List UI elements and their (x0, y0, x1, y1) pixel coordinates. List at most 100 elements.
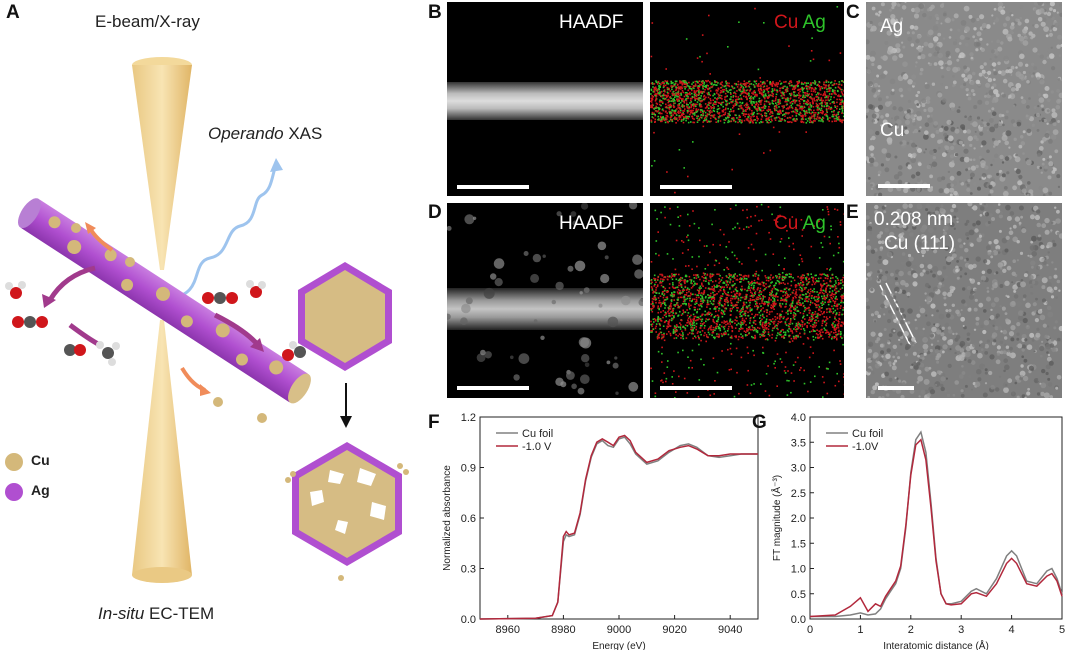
eds-pixel (714, 100, 716, 103)
lattice-speck (916, 34, 921, 39)
eds-pixel (748, 86, 751, 88)
eds-pixel (795, 322, 798, 325)
eds-pixel (716, 333, 718, 335)
eds-pixel (705, 280, 707, 282)
lattice-speck (1035, 112, 1041, 118)
eds-pixel (737, 297, 740, 300)
eds-pixel (827, 275, 829, 278)
eds-pixel (673, 325, 676, 327)
eds-pixel (817, 280, 820, 282)
eds-pixel (806, 307, 808, 310)
eds-pixel (722, 326, 725, 328)
eds-pixel (806, 276, 808, 279)
eds-pixel (715, 327, 718, 330)
eds-pixel (773, 299, 776, 301)
eds-pixel (672, 331, 675, 333)
haadf-label-d: HAADF (559, 213, 624, 234)
eds-pixel (659, 99, 661, 101)
eds-pixel (772, 126, 775, 129)
lattice-speck (958, 106, 961, 109)
lattice-speck (980, 123, 984, 128)
eds-pixel (663, 294, 665, 297)
eds-pixel (809, 86, 811, 89)
eds-pixel (816, 99, 818, 101)
eds-pixel (765, 100, 768, 102)
eds-pixel (684, 80, 687, 82)
lattice-speck (988, 193, 992, 196)
eds-pixel (837, 326, 840, 329)
eds-pixel (831, 305, 833, 308)
eds-pixel (690, 320, 693, 322)
eds-pixel (709, 90, 712, 92)
eds-pixel (784, 321, 787, 323)
eds-pixel (681, 335, 684, 338)
eds-pixel (664, 84, 667, 87)
lattice-speck (967, 96, 972, 101)
eds-pixel (769, 113, 771, 115)
eds-pixel (815, 304, 817, 306)
lattice-speck (1020, 141, 1026, 146)
eds-pixel (830, 81, 833, 83)
lattice-speck (899, 141, 903, 145)
haadf-particle (460, 317, 468, 325)
haadf-particle (597, 241, 607, 251)
lattice-speck (904, 73, 907, 76)
eds-pixel (654, 319, 657, 321)
eds-pixel (670, 319, 673, 322)
eds-pixel (812, 106, 815, 108)
eds-pixel (694, 293, 697, 296)
eds-pixel (783, 300, 785, 302)
eds-pixel (749, 121, 752, 124)
eds-pixel (708, 113, 710, 116)
eds-pixel (803, 110, 806, 113)
eds-pixel (767, 87, 769, 90)
eds-pixel (804, 323, 806, 325)
eds-pixel (680, 324, 682, 326)
lattice-speck (915, 171, 921, 177)
eds-pixel (762, 321, 764, 324)
eds-pixel (773, 298, 776, 300)
eds-pixel (814, 83, 816, 85)
eds-pixel (655, 281, 657, 283)
eds-pixel (673, 291, 676, 293)
eds-pixel (812, 100, 814, 102)
eds-pixel (697, 119, 699, 122)
eds-pixel (765, 324, 768, 326)
haadf-particle (551, 299, 556, 305)
eds-pixel (702, 285, 704, 287)
lattice-speck (1050, 90, 1054, 94)
eds-pixel (835, 113, 838, 116)
eds-pixel (680, 113, 683, 116)
eds-pixel (716, 92, 718, 94)
eds-pixel (731, 285, 734, 288)
lattice-speck (993, 7, 997, 11)
lattice-speck (962, 143, 965, 147)
eds-pixel (703, 83, 705, 85)
lattice-speck (1009, 24, 1015, 30)
lattice-speck (977, 83, 982, 88)
eds-pixel (810, 105, 813, 107)
lattice-speck (927, 62, 930, 65)
eds-pixel (829, 280, 831, 283)
eds-pixel (723, 281, 725, 284)
eds-pixel (724, 96, 726, 98)
lattice-speck (1054, 149, 1059, 154)
eds-pixel (747, 120, 750, 122)
haadf-particle (447, 225, 452, 231)
eds-pixel (721, 277, 724, 279)
eds-pixel (785, 98, 788, 100)
eds-pixel (658, 307, 660, 310)
eds-pixel (807, 82, 810, 84)
eds-pixel (737, 307, 739, 309)
eds-pixel (796, 310, 799, 312)
eds-pixel (675, 93, 677, 96)
lattice-speck (980, 47, 985, 53)
eds-pixel (726, 320, 728, 323)
eds-pixel (668, 275, 671, 277)
eds-pixel (751, 104, 753, 106)
lattice-speck (1009, 12, 1013, 15)
eds-pixel (811, 302, 814, 304)
eds-pixel (700, 111, 702, 113)
eds-pixel (667, 104, 670, 107)
eds-pixel (684, 86, 686, 88)
